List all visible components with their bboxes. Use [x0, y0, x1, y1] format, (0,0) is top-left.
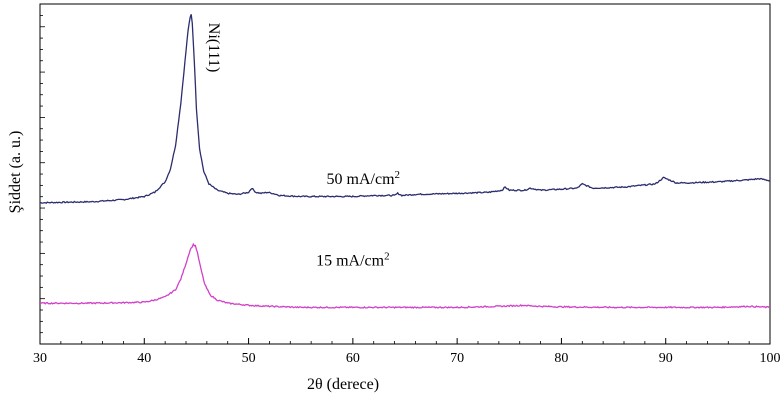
- series-label-superscript: 2: [384, 251, 390, 263]
- x-tick-label: 90: [659, 351, 673, 366]
- x-axis-ticks: 30 40 50 60 70 80 90 100: [33, 338, 781, 366]
- series-layer: [39, 14, 771, 309]
- x-tick-label: 100: [760, 351, 781, 366]
- x-tick-label: 60: [346, 351, 360, 366]
- x-axis-title: 2θ (derece): [307, 376, 379, 393]
- x-tick-label: 80: [554, 351, 568, 366]
- y-axis-ticks: [40, 15, 45, 334]
- x-tick-label: 70: [450, 351, 464, 366]
- x-tick-label: 50: [242, 351, 256, 366]
- series-label-text: 50 mA/cm: [327, 171, 396, 188]
- series-label-text: 15 mA/cm: [316, 253, 385, 270]
- y-axis-title: Şiddet (a. u.): [7, 131, 24, 214]
- x-tick-label: 30: [33, 351, 47, 366]
- series-line-1: [39, 242, 771, 309]
- plot-frame: [39, 3, 771, 345]
- series-label-1: 50 mA/cm2: [327, 169, 401, 188]
- series-label-superscript: 2: [395, 169, 401, 181]
- series-label-2: 15 mA/cm2: [316, 251, 390, 270]
- peak-label: Ni(111): [205, 23, 222, 72]
- series-line-0: [39, 14, 771, 204]
- x-tick-label: 40: [137, 351, 151, 366]
